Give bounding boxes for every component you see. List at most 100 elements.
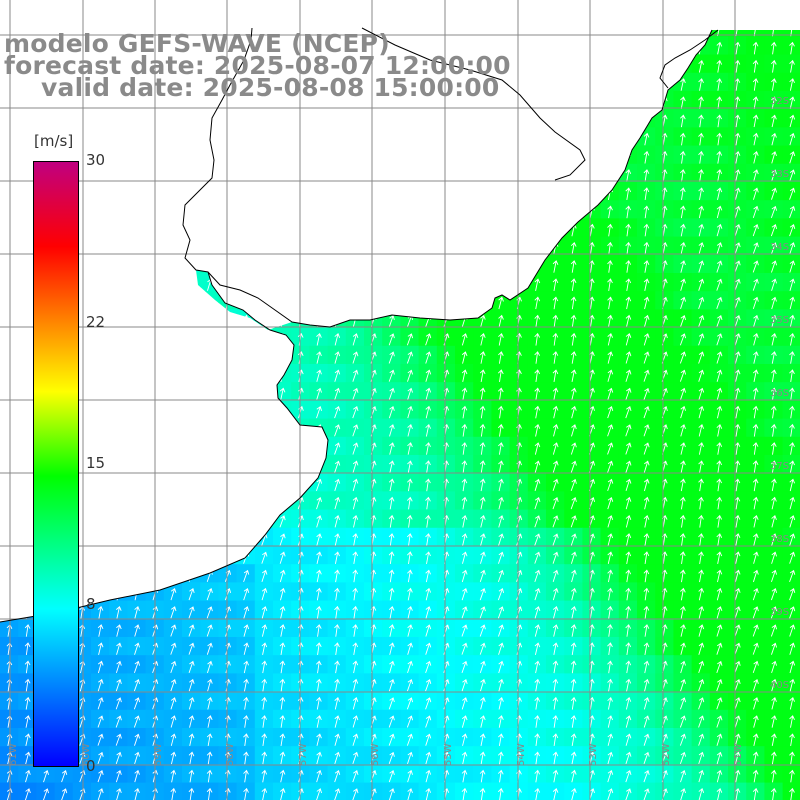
wind-arrow (316, 533, 322, 546)
wind-arrow (279, 387, 286, 401)
wind-arrow (79, 132, 86, 146)
wind-arrow (334, 715, 341, 728)
wind-arrow (334, 424, 341, 437)
wind-arrow (498, 696, 504, 710)
wind-arrow (607, 424, 614, 437)
wind-arrow (534, 606, 541, 619)
wind-arrow (370, 223, 377, 237)
wind-cell (782, 418, 800, 438)
wind-arrow (97, 660, 104, 674)
wind-arrow (115, 278, 122, 291)
wind-cell (0, 145, 19, 165)
wind-arrow (534, 351, 541, 364)
wind-arrow (789, 59, 795, 73)
wind-arrow (97, 405, 104, 419)
wind-cell (127, 309, 147, 329)
wind-arrow (534, 478, 541, 492)
wind-arrow (279, 715, 286, 728)
wind-cell (782, 254, 800, 274)
wind-cell (200, 327, 219, 347)
wind-arrow (316, 223, 322, 237)
wind-cell (109, 200, 128, 219)
wind-arrow (261, 515, 268, 528)
wind-arrow (534, 205, 541, 219)
wind-arrow (716, 423, 723, 437)
wind-arrow (734, 606, 741, 619)
wind-arrow (261, 169, 268, 182)
wind-cell (782, 163, 800, 183)
wind-arrow (625, 351, 632, 364)
wind-cell (236, 400, 256, 420)
wind-cell (546, 546, 565, 565)
wind-arrow (625, 278, 632, 291)
wind-arrow (261, 587, 268, 601)
wind-cell (637, 91, 656, 110)
latitude-label: 35S (770, 315, 789, 326)
wind-arrow (116, 424, 122, 437)
wind-arrow (352, 496, 359, 510)
wind-cell (473, 254, 492, 274)
wind-arrow (570, 78, 577, 91)
wind-arrow (279, 187, 286, 200)
wind-cell (236, 182, 256, 201)
wind-arrow (97, 296, 104, 310)
wind-arrow (279, 241, 286, 255)
wind-cell (218, 327, 238, 347)
wind-cell (0, 473, 19, 492)
wind-arrow (770, 423, 777, 437)
wind-cell (327, 109, 347, 128)
wind-cell (163, 400, 183, 420)
wind-arrow (407, 296, 414, 310)
wind-arrow (352, 678, 359, 692)
wind-arrow (752, 132, 759, 146)
wind-arrow (643, 697, 650, 710)
wind-arrow (425, 478, 431, 492)
wind-arrow (6, 205, 13, 219)
wind-arrow (79, 278, 86, 291)
wind-cell (0, 236, 19, 256)
wind-arrow (771, 569, 778, 583)
wind-cell (455, 655, 474, 674)
wind-cell (0, 455, 19, 474)
wind-cell (109, 491, 128, 511)
wind-arrow (497, 369, 504, 382)
wind-cell (418, 691, 438, 711)
wind-arrow (425, 514, 431, 528)
wind-arrow (679, 551, 686, 565)
wind-arrow (698, 351, 705, 364)
wind-arrow (243, 242, 250, 255)
wind-arrow (188, 369, 195, 382)
wind-cell (163, 254, 183, 274)
wind-cell (564, 473, 583, 492)
wind-arrow (206, 405, 213, 419)
wind-arrow (425, 223, 432, 237)
wind-cell (309, 291, 329, 310)
wind-arrow (370, 114, 377, 128)
wind-cell (163, 418, 183, 438)
wind-arrow (515, 6, 522, 19)
wind-arrow (479, 278, 486, 291)
wind-arrow (316, 351, 322, 364)
wind-arrow (115, 733, 122, 746)
wind-cell (364, 109, 383, 128)
wind-cell (746, 236, 765, 256)
wind-arrow (643, 241, 650, 255)
wind-arrow (97, 351, 104, 364)
wind-arrow (552, 733, 559, 746)
wind-arrow (334, 223, 340, 237)
wind-arrow (752, 678, 759, 692)
wind-cell (200, 400, 219, 420)
wind-arrow (97, 514, 104, 528)
wind-cell (509, 236, 529, 256)
wind-arrow (206, 224, 213, 237)
wind-arrow (716, 78, 723, 91)
wind-arrow (716, 697, 723, 710)
wind-arrow (24, 187, 31, 200)
wind-cell (91, 709, 110, 729)
wind-cell (382, 273, 401, 292)
wind-arrow (188, 132, 195, 146)
wind-arrow (479, 496, 486, 510)
wind-arrow (479, 751, 486, 765)
wind-cell (163, 309, 183, 329)
wind-arrow (498, 442, 504, 455)
